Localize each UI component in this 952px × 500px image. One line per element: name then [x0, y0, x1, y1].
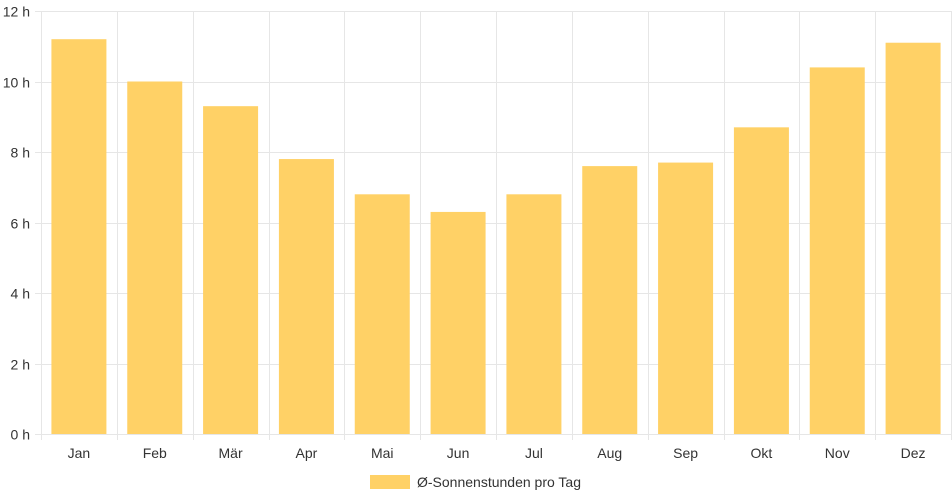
legend-swatch[interactable] — [370, 475, 410, 489]
x-tick-label: Okt — [751, 445, 773, 461]
x-tick-label: Aug — [597, 445, 622, 461]
y-tick-label: 0 h — [11, 427, 30, 443]
y-tick-label: 12 h — [3, 4, 30, 20]
y-tick-label: 2 h — [11, 357, 30, 373]
grid — [35, 11, 952, 440]
bar[interactable] — [885, 42, 941, 434]
bar[interactable] — [733, 127, 789, 434]
bar[interactable] — [658, 162, 714, 434]
y-tick-label: 8 h — [11, 145, 30, 161]
y-tick-label: 4 h — [11, 286, 30, 302]
bar[interactable] — [809, 67, 865, 435]
x-tick-label: Jan — [68, 445, 91, 461]
x-tick-label: Dez — [901, 445, 926, 461]
bars — [51, 39, 941, 435]
y-tick-label: 10 h — [3, 75, 30, 91]
x-tick-label: Nov — [825, 445, 850, 461]
bar[interactable] — [582, 166, 638, 434]
bar[interactable] — [51, 39, 107, 434]
bar[interactable] — [278, 159, 334, 435]
legend[interactable]: Ø-Sonnenstunden pro Tag — [370, 474, 581, 490]
x-tick-label: Apr — [296, 445, 318, 461]
x-tick-label: Jul — [525, 445, 543, 461]
x-tick-label: Sep — [673, 445, 698, 461]
x-tick-label: Mai — [371, 445, 394, 461]
bar[interactable] — [354, 194, 410, 434]
bar[interactable] — [203, 106, 259, 435]
bar[interactable] — [127, 81, 183, 435]
y-tick-label: 6 h — [11, 216, 30, 232]
x-tick-label: Feb — [143, 445, 167, 461]
x-tick-label: Jun — [447, 445, 470, 461]
bar[interactable] — [506, 194, 562, 434]
axes: 0 h 2 h 4 h 6 h 8 h 10 h 12 h Jan Feb Mär Apr Mai Ju… — [3, 4, 926, 462]
x-tick-label: Mär — [219, 445, 243, 461]
legend-label[interactable]: Ø-Sonnenstunden pro Tag — [417, 474, 581, 490]
bar[interactable] — [430, 211, 486, 434]
